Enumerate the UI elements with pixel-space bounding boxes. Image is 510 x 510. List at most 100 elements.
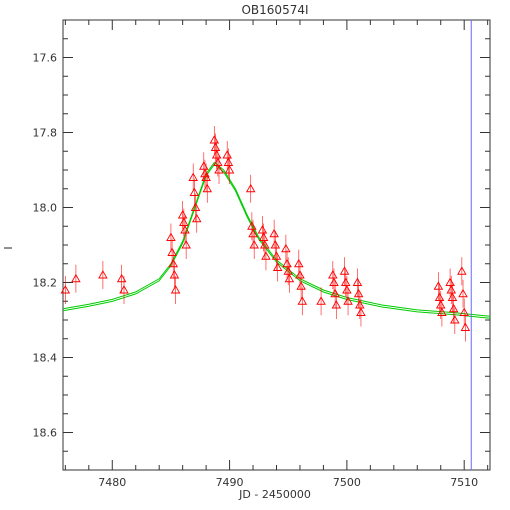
triangle-marker [168,258,179,268]
triangle-marker [296,281,306,290]
x-tick-label: 7500 [333,476,361,489]
triangle-marker [295,270,305,279]
triangle-marker [282,258,292,268]
x-axis-label: JD - 2450000 [238,488,311,501]
triangle-marker [331,300,342,309]
y-tick-label: 17.6 [33,52,58,65]
triangle-marker [202,183,213,193]
model-curve-layer [62,161,491,319]
triangle-marker [353,288,364,298]
data-point [458,279,468,308]
triangle-marker [214,165,224,174]
triangle-marker [201,172,211,181]
data-point [297,287,308,316]
triangle-marker [189,187,200,196]
y-axis-label: I [2,246,15,249]
triangle-marker [71,273,81,283]
data-point [272,253,283,282]
data-point [119,276,129,304]
y-tick-label: 18.2 [33,277,58,290]
data-point [258,223,269,252]
triangle-marker [190,202,201,211]
y-tick-label: 18.4 [33,352,58,365]
axis-tick-labels: 7480 7490 7500 7510 17.6 17.8 18.0 18.2 18.4 18.6 [33,52,479,490]
triangle-marker [222,150,233,159]
data-point [191,204,202,233]
data-point [245,174,256,203]
triangle-marker [297,296,308,305]
x-tick-label: 7510 [450,476,478,489]
data-point [222,141,233,169]
triangle-marker [343,296,353,305]
data-point [340,268,351,297]
data-point [188,163,198,192]
triangle-marker [450,315,460,324]
data-point [296,272,306,301]
data-point [224,156,235,184]
triangle-marker [272,262,283,271]
triangle-marker [179,217,189,226]
data-point [450,306,460,334]
x-tick-label: 7480 [98,476,126,489]
data-point [210,133,221,162]
triangle-marker [269,228,279,238]
triangle-marker [352,277,363,286]
triangle-marker [209,135,220,144]
data-point [446,276,457,304]
triangle-marker [180,225,190,234]
triangle-marker [283,266,294,275]
triangle-marker [213,157,223,166]
data-point [169,261,180,289]
triangle-marker [460,322,471,331]
triangle-marker [328,270,338,279]
triangle-marker [447,292,458,301]
triangle-marker [446,285,457,294]
y-tick-label: 18.6 [33,427,58,440]
data-point [356,298,366,327]
triangle-marker [435,300,446,309]
triangle-marker [339,266,350,275]
triangle-marker [355,300,365,309]
triangle-marker [245,183,256,193]
data-point [435,291,446,319]
triangle-marker [342,285,352,294]
data-point [316,287,326,316]
triangle-marker [257,225,268,234]
data-point [209,126,220,154]
data-point [445,268,455,297]
data-point [116,264,127,293]
triangle-marker [281,243,291,253]
data-point [249,231,259,259]
data-point [71,264,81,293]
data-point [261,242,271,271]
triangle-marker [459,307,469,316]
data-point [180,216,190,244]
triangle-marker [457,266,467,275]
triangle-marker [177,210,188,219]
data-point [223,148,234,177]
data-point [60,276,71,304]
x-tick-label: 7490 [216,476,244,489]
triangle-marker [169,270,180,279]
triangle-marker [294,258,304,268]
data-point [202,174,213,203]
y-tick-label: 18.0 [33,202,58,215]
data-point [355,291,365,319]
data-point [179,208,189,237]
data-point [214,156,224,184]
triangle-marker [224,165,235,174]
data-points-layer [60,126,471,342]
axis-ticks [63,19,490,471]
triangle-marker [340,277,351,286]
triangle-marker [249,240,259,249]
data-point [213,148,223,177]
triangle-marker [258,232,269,241]
triangle-marker [271,251,282,260]
data-point [437,298,447,327]
triangle-marker [437,307,447,316]
triangle-marker [60,285,71,294]
data-point [166,223,176,252]
triangle-marker [211,150,222,159]
data-point [211,141,222,169]
data-point [181,231,191,259]
